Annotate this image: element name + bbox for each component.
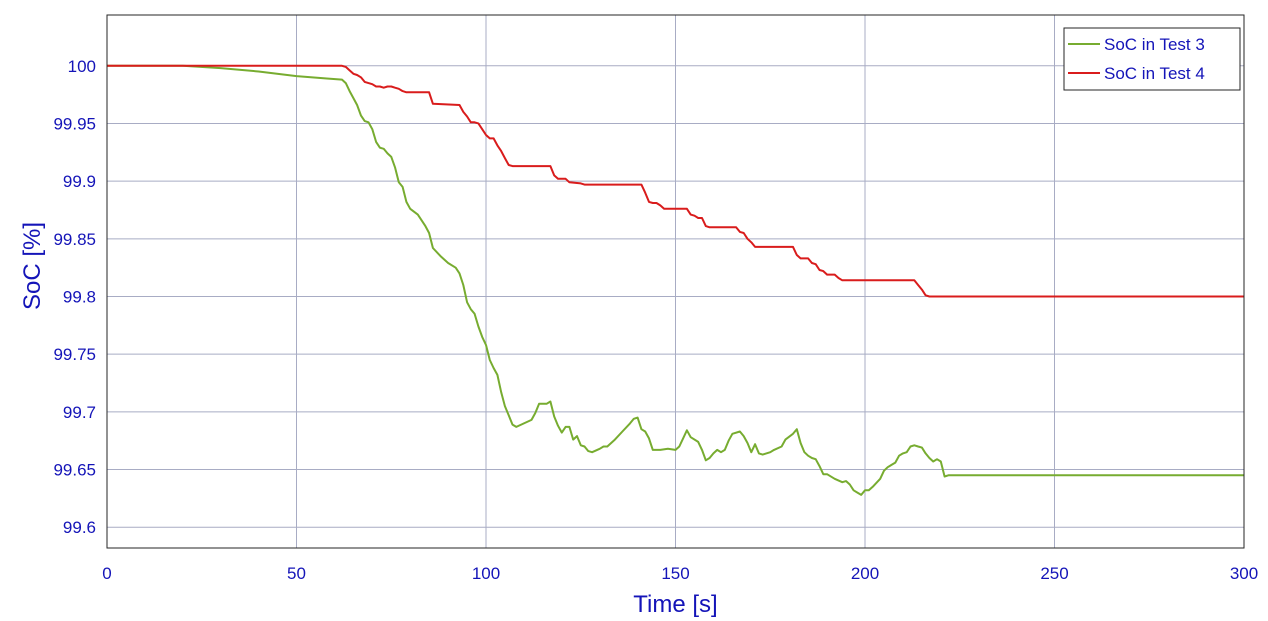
y-tick-label: 100 (68, 57, 96, 76)
series-line-test3 (107, 64, 1244, 496)
legend: SoC in Test 3 SoC in Test 4 (1063, 27, 1241, 91)
y-axis-label: SoC [%] (19, 222, 46, 310)
y-tick-label: 99.95 (53, 114, 96, 133)
y-tick-label: 99.9 (63, 172, 96, 191)
legend-label-test4: SoC in Test 4 (1104, 64, 1205, 83)
series-lines (107, 64, 1244, 496)
y-tick-label: 99.7 (63, 403, 96, 422)
y-tick-label: 99.65 (53, 461, 96, 480)
y-tick-labels: 99.6 99.65 99.7 99.75 99.8 99.85 99.9 99.95 100 (53, 57, 96, 537)
x-tick-label: 300 (1230, 564, 1258, 583)
x-tick-label: 150 (661, 564, 689, 583)
x-tick-label: 100 (472, 564, 500, 583)
legend-box (1063, 27, 1241, 91)
y-tick-label: 99.85 (53, 230, 96, 249)
x-tick-label: 250 (1040, 564, 1068, 583)
y-tick-label: 99.75 (53, 345, 96, 364)
y-tick-label: 99.8 (63, 287, 96, 306)
x-tick-label: 0 (102, 564, 111, 583)
x-tick-label: 50 (287, 564, 306, 583)
x-tick-label: 200 (851, 564, 879, 583)
x-axis-label: Time [s] (633, 591, 717, 618)
plot-area-frame (106, 14, 1245, 549)
series-line-test4 (107, 64, 1244, 298)
x-tick-labels: 0 50 100 150 200 250 300 (102, 564, 1258, 583)
legend-label-test3: SoC in Test 3 (1104, 35, 1205, 54)
y-tick-label: 99.6 (63, 518, 96, 537)
